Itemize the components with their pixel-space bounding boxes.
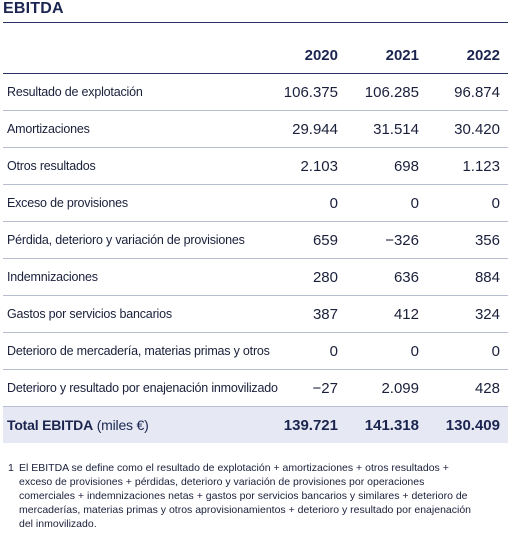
footnote-text: El EBITDA se define como el resultado de… [19, 462, 472, 530]
row-label: Deterioro de mercadería, materias primas… [3, 332, 270, 370]
year-header: 2022 [427, 37, 508, 74]
table-row: Deterioro y resultado por enajenación in… [3, 369, 508, 407]
footnote-marker: 1 [8, 462, 14, 474]
footnote: 1 El EBITDA se define como el resultado … [8, 461, 478, 531]
title-divider [3, 22, 508, 23]
row-value: 1.123 [427, 147, 508, 185]
row-value: 0 [265, 184, 346, 222]
table-row: Pérdida, deterioro y variación de provis… [3, 221, 508, 259]
table-header-row: 2020 2021 2022 [3, 37, 508, 74]
row-value: 0 [427, 332, 508, 370]
row-label: Deterioro y resultado por enajenación in… [3, 369, 278, 407]
row-label: Indemnizaciones [3, 258, 265, 296]
row-value: 30.420 [427, 110, 508, 148]
row-value: 96.874 [427, 73, 508, 111]
row-value: 29.944 [265, 110, 346, 148]
year-header: 2020 [265, 37, 346, 74]
header-empty-cell [3, 37, 265, 74]
table-row: Otros resultados 2.103 698 1.123 [3, 147, 508, 185]
row-value: 356 [427, 221, 508, 259]
row-value: 698 [346, 147, 427, 185]
total-label: Total EBITDA [7, 417, 94, 433]
row-label: Gastos por servicios bancarios [3, 295, 265, 333]
total-unit: (miles €) [96, 417, 149, 433]
row-label: Amortizaciones [3, 110, 265, 148]
row-value: 412 [346, 295, 427, 333]
row-value: 0 [346, 184, 427, 222]
total-value: 141.318 [346, 406, 427, 443]
total-value: 139.721 [265, 406, 346, 443]
year-header: 2021 [346, 37, 427, 74]
table-row: Indemnizaciones 280 636 884 [3, 258, 508, 296]
table-row: Gastos por servicios bancarios 387 412 3… [3, 295, 508, 333]
row-value: 106.285 [346, 73, 427, 111]
row-value: 636 [346, 258, 427, 296]
row-value: 106.375 [265, 73, 346, 111]
row-value: 884 [427, 258, 508, 296]
row-label: Pérdida, deterioro y variación de provis… [3, 221, 265, 259]
row-value: 2.103 [265, 147, 346, 185]
row-value: 428 [427, 369, 508, 407]
total-value: 130.409 [427, 406, 508, 443]
row-value: 2.099 [346, 369, 427, 407]
total-row: Total EBITDA (miles €) 139.721 141.318 1… [3, 406, 508, 443]
row-value: 31.514 [346, 110, 427, 148]
row-value: 324 [427, 295, 508, 333]
row-label: Otros resultados [3, 147, 265, 185]
row-value: 659 [265, 221, 346, 259]
table-row: Exceso de provisiones 0 0 0 [3, 184, 508, 222]
row-value: −27 [265, 369, 346, 407]
row-value: 0 [427, 184, 508, 222]
ebitda-table: 2020 2021 2022 Resultado de explotación … [3, 37, 508, 443]
table-row: Amortizaciones 29.944 31.514 30.420 [3, 110, 508, 148]
table-row: Deterioro de mercadería, materias primas… [3, 332, 508, 370]
row-value: 0 [265, 332, 346, 370]
table-row: Resultado de explotación 106.375 106.285… [3, 73, 508, 111]
row-label: Exceso de provisiones [3, 184, 265, 222]
row-value: 387 [265, 295, 346, 333]
total-label-cell: Total EBITDA (miles €) [3, 406, 265, 443]
row-value: 0 [346, 332, 427, 370]
section-title: EBITDA [3, 0, 64, 17]
row-value: 280 [265, 258, 346, 296]
row-label: Resultado de explotación [3, 73, 265, 111]
row-value: −326 [346, 221, 427, 259]
